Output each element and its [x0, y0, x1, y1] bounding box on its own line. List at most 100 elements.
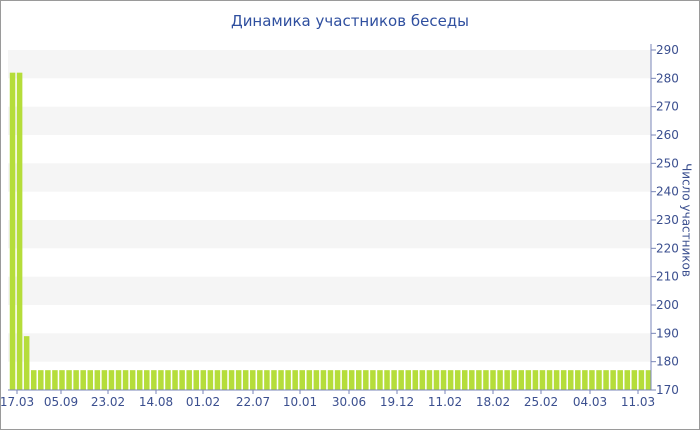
bar — [94, 370, 101, 390]
bar — [200, 370, 207, 390]
bar — [433, 370, 440, 390]
x-axis: 17.03 05.09 23.02 14.08 01.02 22.07 10.01 30.06… — [0, 389, 655, 409]
bar — [553, 370, 560, 390]
bar — [363, 370, 369, 390]
bar — [490, 370, 496, 390]
y-tick-label: 190 — [656, 326, 679, 340]
bar — [115, 370, 122, 390]
y-tick-label: 180 — [656, 355, 679, 369]
bar — [242, 370, 249, 390]
bar — [391, 370, 397, 390]
y-tick-label: 240 — [656, 185, 679, 199]
bar — [377, 370, 383, 390]
bar — [511, 370, 517, 390]
bar — [73, 370, 79, 390]
bar — [101, 370, 108, 390]
bar — [16, 72, 23, 391]
bar — [144, 370, 150, 390]
x-tick-label: 11.03 — [621, 395, 655, 409]
bar — [504, 370, 510, 390]
bar — [235, 370, 242, 390]
y-tick-label: 260 — [656, 128, 679, 142]
bar — [560, 370, 567, 390]
bar — [158, 370, 164, 390]
bar — [454, 370, 461, 390]
y-tick-label: 200 — [656, 298, 679, 312]
y-axis-title: Число участников — [680, 163, 694, 277]
y-tick-label: 280 — [656, 71, 679, 85]
bar — [30, 370, 37, 390]
x-tick-label: 25.02 — [524, 395, 558, 409]
bar — [278, 370, 284, 390]
x-tick-label: 04.03 — [573, 395, 607, 409]
grid-band — [8, 333, 651, 362]
bar — [186, 370, 192, 390]
x-tick-label: 10.01 — [283, 395, 317, 409]
bar — [610, 370, 616, 390]
bar — [341, 370, 348, 390]
bar — [469, 370, 475, 390]
chart-title: Динамика участников беседы — [230, 12, 470, 30]
bar — [207, 370, 214, 390]
y-tick-label: 230 — [656, 213, 679, 227]
x-tick-label: 05.09 — [44, 395, 78, 409]
bar — [122, 370, 129, 390]
bar — [221, 370, 228, 390]
bar — [334, 370, 341, 390]
x-tick-label: 17.03 — [0, 395, 34, 409]
bar — [525, 370, 532, 390]
bar — [461, 370, 468, 390]
bar — [228, 370, 235, 390]
bar — [645, 370, 652, 390]
bar — [80, 370, 86, 390]
bar — [250, 370, 256, 390]
bar — [589, 370, 595, 390]
x-tick-label: 30.06 — [332, 395, 366, 409]
bar — [214, 370, 221, 390]
bar — [539, 370, 546, 390]
bar — [52, 370, 58, 390]
x-tick-label: 18.02 — [476, 395, 510, 409]
bar — [306, 370, 313, 390]
bar — [264, 370, 270, 390]
bar — [384, 370, 390, 390]
bar — [38, 370, 44, 390]
bar — [66, 370, 72, 390]
bar — [320, 370, 327, 390]
bar — [193, 370, 200, 390]
y-tick-label: 250 — [656, 156, 679, 170]
bar — [292, 370, 298, 390]
bar — [638, 370, 645, 390]
bar — [179, 370, 185, 390]
y-tick-label: 220 — [656, 241, 679, 255]
grid-band — [8, 220, 651, 249]
grid-band — [8, 50, 651, 79]
bar — [356, 370, 362, 390]
bar — [412, 370, 419, 390]
bar — [419, 370, 426, 390]
bar — [257, 370, 263, 390]
grid-band — [8, 276, 651, 305]
bar — [299, 370, 305, 390]
bar — [603, 370, 609, 390]
bar — [476, 370, 482, 390]
x-tick-label: 23.02 — [91, 395, 125, 409]
y-tick-label: 270 — [656, 100, 679, 114]
bar — [348, 370, 355, 390]
bar — [129, 370, 136, 390]
bar — [327, 370, 334, 390]
y-tick-label: 170 — [656, 383, 679, 397]
y-tick-label: 210 — [656, 270, 679, 284]
bar — [483, 370, 489, 390]
x-tick-label: 11.02 — [428, 395, 462, 409]
x-tick-label: 19.12 — [380, 395, 414, 409]
bar — [87, 370, 94, 390]
bar — [518, 370, 525, 390]
bar — [313, 370, 320, 390]
x-tick-label: 01.02 — [186, 395, 220, 409]
bar — [617, 370, 623, 390]
bar — [405, 370, 411, 390]
bar — [59, 370, 65, 390]
x-tick-label: 14.08 — [139, 395, 173, 409]
